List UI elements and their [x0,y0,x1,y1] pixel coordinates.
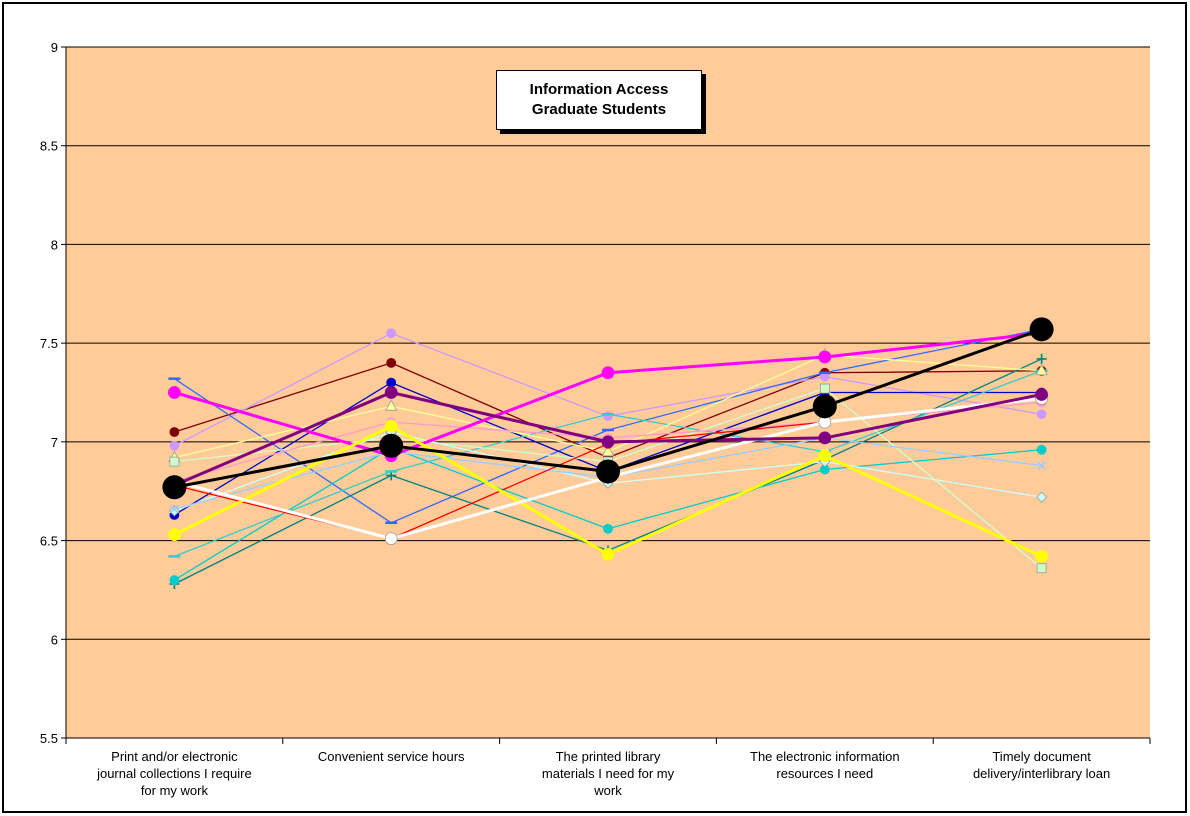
series-point [1036,409,1047,420]
series-point [601,444,615,457]
series-point [384,532,398,545]
series-point [1036,353,1047,364]
ytick-label: 6 [51,632,58,647]
chart-title-line-1: Information Access [529,81,669,98]
series-point [167,528,181,542]
series-point [168,505,180,517]
chart-title: Information Access Graduate Students [496,70,702,130]
series-point [384,386,398,399]
series-point [169,575,180,585]
series-point [1029,317,1054,342]
ytick-label: 6.5 [40,534,58,549]
ytick-label: 7 [51,435,58,450]
xtick-label: The electronic information resources I ne… [750,749,900,781]
ytick-label: 9 [51,40,58,55]
xtick-label: Timely document delivery/interlibrary loa… [973,749,1110,781]
series-point [384,419,398,433]
series-point [1035,549,1048,563]
xtick-label: The printed library materials I need for … [542,749,675,798]
series-point [169,504,179,514]
series-point [162,475,187,500]
series-point [1035,388,1048,401]
series-point [1035,363,1048,376]
xtick-label: Print and/or electronic journal collectio… [96,749,252,798]
series-point [386,377,397,388]
series-point [167,386,181,399]
series-point [169,440,180,451]
series-point [596,459,620,484]
series-point [1037,460,1047,471]
series-point [818,350,832,364]
xtick-label: Convenient service hours [318,749,465,764]
series-point [601,435,615,449]
ytick-label: 8.5 [40,139,58,154]
ytick-label: 5.5 [40,731,58,746]
series-point [812,394,837,419]
series-point [601,547,615,561]
series-point [603,523,613,534]
ytick-label: 7.5 [40,336,58,351]
series-point [601,366,615,380]
line-chart: 5.5 6 6.5 7 7.5 8 8.5 9 Print and/or electronic… [40,40,1151,798]
series-point [385,399,398,411]
series-point [386,357,397,368]
series-point [818,431,832,445]
series-point [379,433,404,458]
series-point [1036,444,1047,455]
series-point [386,328,397,339]
series-point [169,456,180,467]
chart-title-line-2: Graduate Students [531,101,667,118]
series-point [1036,491,1048,503]
series-point [818,449,832,463]
series-point [819,383,830,394]
series-point [1036,563,1047,574]
series-point [169,427,180,437]
ytick-label: 8 [51,237,58,252]
